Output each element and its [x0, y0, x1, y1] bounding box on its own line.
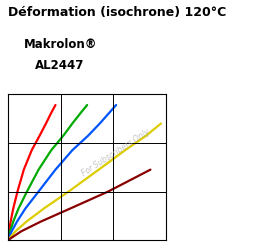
Text: AL2447: AL2447	[35, 59, 84, 72]
Text: For Subscribers Only: For Subscribers Only	[80, 127, 151, 178]
Text: Makrolon®: Makrolon®	[24, 38, 97, 51]
Text: Déformation (isochrone) 120°C: Déformation (isochrone) 120°C	[8, 6, 226, 19]
